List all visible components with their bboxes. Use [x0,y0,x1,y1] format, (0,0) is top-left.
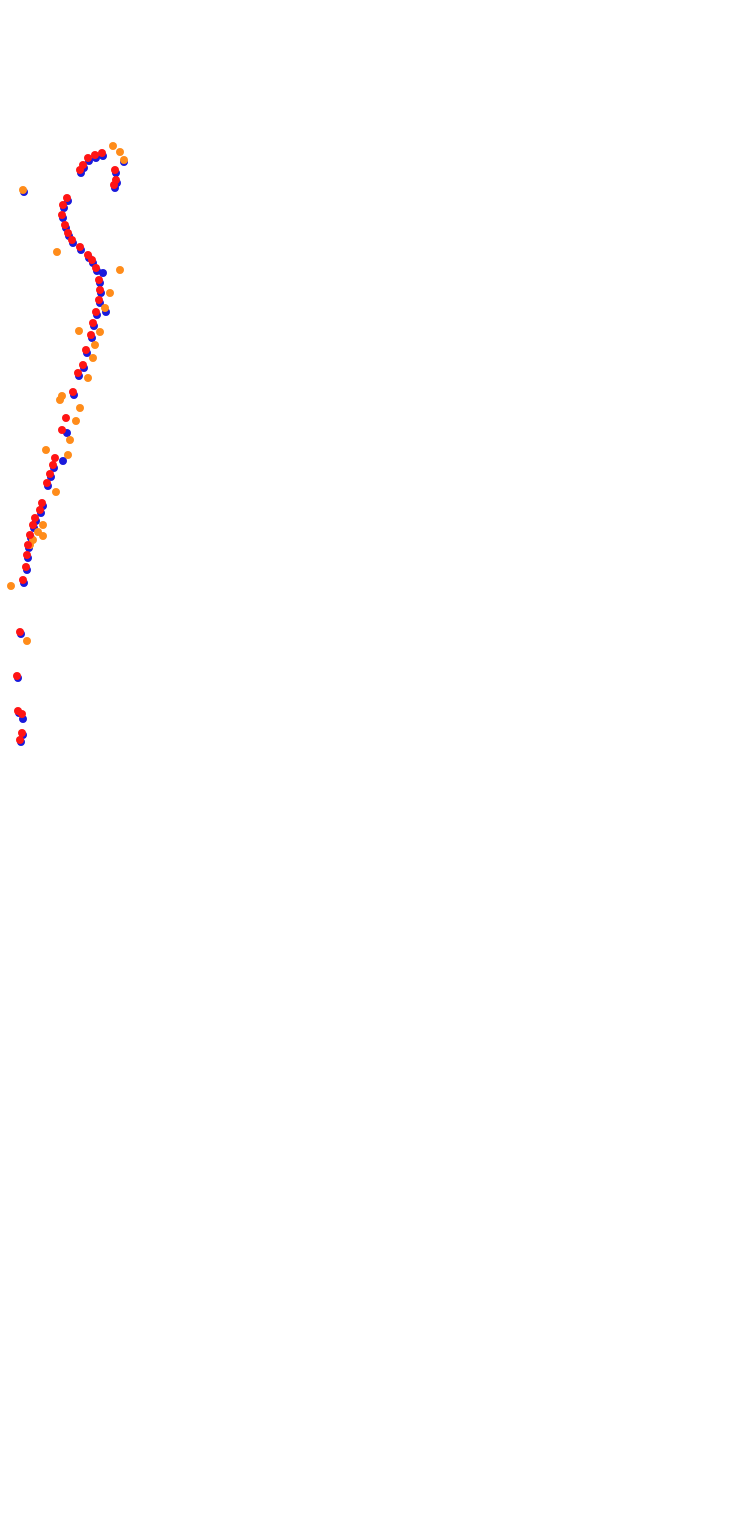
scatter-point [96,328,104,336]
scatter-point [51,454,59,462]
scatter-point [23,551,31,559]
scatter-point [84,374,92,382]
scatter-point [39,521,47,529]
scatter-point [91,151,99,159]
scatter-point [89,319,97,327]
scatter-point [19,576,27,584]
scatter-point [62,414,70,422]
scatter-point [31,514,39,522]
scatter-point [91,341,99,349]
scatter-point [23,637,31,645]
scatter-point [106,289,114,297]
scatter-point [53,248,61,256]
scatter-point [79,161,87,169]
scatter-point [16,736,24,744]
scatter-point [38,499,46,507]
scatter-point [46,470,54,478]
scatter-point [64,451,72,459]
scatter-point [19,186,27,194]
scatter-point [75,327,83,335]
scatter-point [109,142,117,150]
scatter-point [84,251,92,259]
scatter-point [76,404,84,412]
scatter-point [82,346,90,354]
scatter-point [59,457,67,465]
scatter-point [95,296,103,304]
scatter-point [58,392,66,400]
scatter-point [92,264,100,272]
scatter-point [7,582,15,590]
scatter-point [24,541,32,549]
scatter-point [18,729,26,737]
scatter-point [58,211,66,219]
scatter-point [101,304,109,312]
scatter-point [96,286,104,294]
scatter-point [99,269,107,277]
scatter-point [14,707,22,715]
scatter-point [84,154,92,162]
scatter-point [72,417,80,425]
scatter-point [42,446,50,454]
scatter-point [39,532,47,540]
scatter-point [52,488,60,496]
scatter-point [26,531,34,539]
scatter-point [95,276,103,284]
scatter-point [64,229,72,237]
scatter-point [63,194,71,202]
scatter-point [68,236,76,244]
scatter-point [58,426,66,434]
scatter-point [87,331,95,339]
scatter-point [16,628,24,636]
scatter-point [116,266,124,274]
scatter-point [116,148,124,156]
scatter-point [29,521,37,529]
scatter-point [120,156,128,164]
scatter-point [66,436,74,444]
scatter-point [43,479,51,487]
scatter-point [111,166,119,174]
scatter-point [74,369,82,377]
scatter-point [13,672,21,680]
scatter-point [89,354,97,362]
scatter-point [49,461,57,469]
scatter-point [92,308,100,316]
scatter-point [59,201,67,209]
scatter-point [98,149,106,157]
scatter-point [79,361,87,369]
scatter-point [76,243,84,251]
scatter-point [110,181,118,189]
scatter-point [69,388,77,396]
scatter-point [36,506,44,514]
scatter-point [61,221,69,229]
scatter-point [22,563,30,571]
